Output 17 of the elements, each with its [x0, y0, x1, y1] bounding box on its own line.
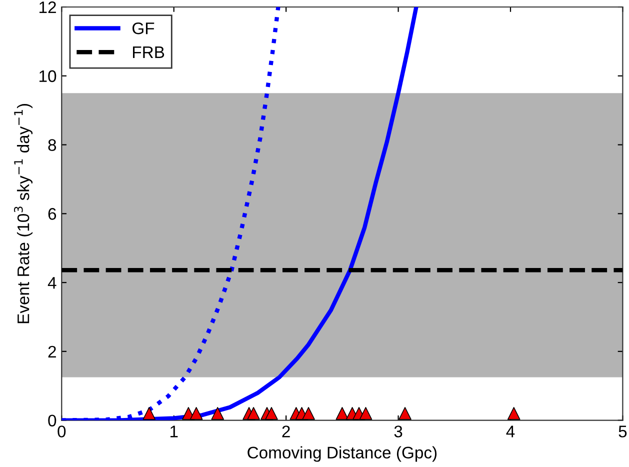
y-tick-label: 12 [40, 1, 56, 14]
x-axis-title: Comoving Distance (Gpc) [248, 446, 437, 462]
y-tick-label: 10 [40, 70, 56, 82]
y-tick-label: 2 [48, 346, 56, 358]
x-tick-label: 1 [170, 426, 178, 438]
x-tick-label: 5 [618, 426, 627, 438]
y-axis-title: Event Rate (10$^{3}$ sky$^{−1}$ day$^{−1}$) [14, 104, 33, 324]
x-tick-label: 4 [506, 426, 515, 438]
legend-label: GF [132, 22, 154, 34]
legend-label: FRB [133, 46, 164, 58]
x-tick-label: 3 [394, 426, 402, 438]
x-tick-label: 2 [282, 426, 290, 438]
y-tick-label: 8 [48, 139, 56, 151]
x-tick-label: 0 [58, 426, 66, 438]
y-tick-label: 6 [48, 208, 56, 220]
y-tick-label: 4 [48, 277, 56, 289]
y-tick-label: 0 [48, 414, 56, 427]
